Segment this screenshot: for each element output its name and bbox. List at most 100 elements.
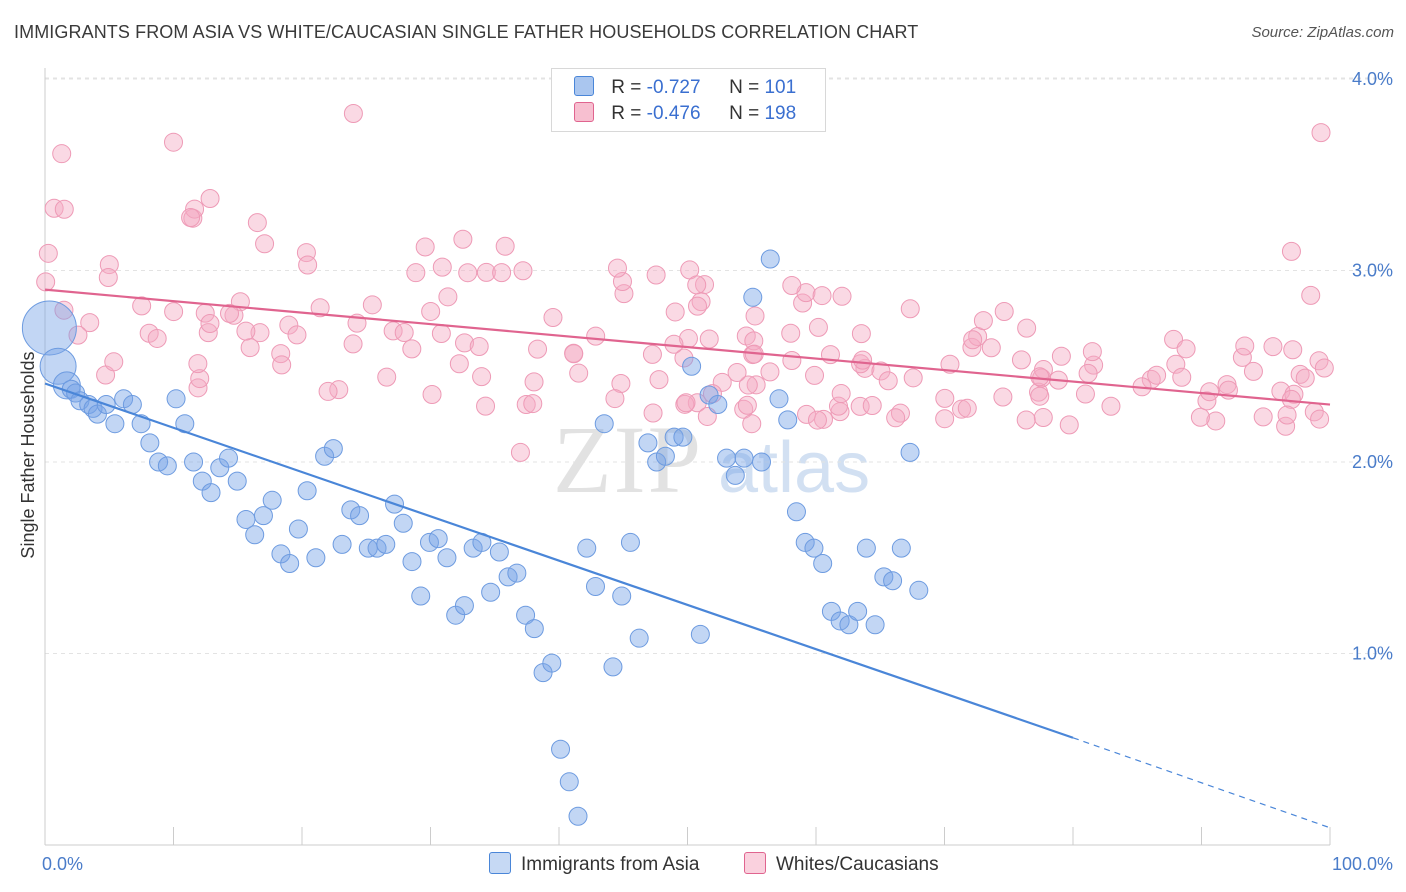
whites-point [1011, 350, 1031, 370]
whites-point [851, 324, 871, 344]
whites-point [1082, 342, 1102, 362]
whites-point [402, 339, 422, 359]
whites-point [1075, 384, 1095, 404]
whites-point [279, 315, 299, 335]
x-tick-label: 0.0% [42, 854, 83, 874]
whites-point [247, 213, 267, 233]
y-tick-label: 1.0% [1352, 644, 1393, 664]
whites-point [164, 132, 183, 152]
whites-point [394, 322, 414, 342]
whites-point [605, 389, 625, 409]
asia-point [577, 538, 597, 558]
whites-point [687, 275, 707, 295]
whites-point [831, 384, 851, 404]
asia-point [481, 582, 501, 602]
whites-point [738, 375, 758, 395]
whites-point [200, 189, 220, 209]
asia-point [682, 356, 702, 376]
whites-point [1284, 384, 1304, 404]
asia-point [717, 448, 737, 468]
legend-n-label: N = [729, 103, 765, 124]
whites-point [1147, 365, 1167, 385]
whites-point [760, 362, 780, 382]
whites-point [255, 234, 275, 254]
watermark-atlas: atlas [718, 428, 870, 508]
whites-point [543, 307, 563, 327]
whites-point [449, 354, 469, 374]
asia-trend-extension [1072, 737, 1331, 829]
asia-point [542, 653, 562, 673]
asia-point [262, 490, 282, 510]
whites-point [1263, 337, 1283, 357]
asia-points [21, 249, 929, 826]
whites-point [569, 363, 589, 383]
asia-point [184, 452, 204, 472]
whites-point [745, 306, 765, 326]
whites-point [1235, 336, 1255, 356]
asia-point [489, 542, 509, 562]
whites-point [962, 337, 982, 357]
whites-point [421, 301, 441, 321]
whites-point [1017, 318, 1037, 338]
whites-point [886, 408, 906, 428]
bottom-legend-asia: Immigrants from Asia [489, 852, 699, 876]
bottom-legend-whites: Whites/Caucasians [744, 852, 939, 876]
asia-point [629, 628, 649, 648]
whites-point [586, 326, 606, 346]
asia-point [245, 525, 265, 545]
asia-point [883, 571, 903, 591]
asia-point [437, 548, 457, 568]
whites-point [871, 361, 891, 381]
whites-point [476, 262, 496, 282]
y-axis-title: Single Father Households [18, 351, 38, 558]
whites-point [455, 333, 475, 353]
asia-point [166, 389, 186, 409]
y-tick-label: 4.0% [1352, 69, 1393, 89]
whites-point [415, 237, 435, 257]
asia-point [39, 347, 77, 385]
whites-point [377, 367, 397, 387]
asia-point [21, 300, 77, 356]
whites-point [614, 284, 634, 304]
asia-point [594, 414, 614, 434]
asia-point [306, 548, 326, 568]
whites-point [564, 344, 584, 364]
asia-point [891, 538, 911, 558]
whites-point [808, 317, 828, 337]
whites-point [742, 414, 762, 434]
asia-point [900, 442, 920, 462]
whites-point [697, 406, 717, 426]
whites-point [744, 331, 764, 351]
whites-point [675, 394, 695, 414]
whites-point [994, 302, 1014, 322]
whites-point [343, 103, 363, 123]
asia-point [786, 502, 806, 522]
asia-point [769, 389, 789, 409]
legend: R = -0.727 N = 101 R = -0.476 N = 198 [551, 68, 826, 132]
whites-point [181, 207, 201, 227]
legend-n-value: 101 [764, 77, 797, 98]
bottom-legend-label-whites: Whites/Caucasians [776, 854, 939, 875]
whites-point [1101, 396, 1121, 416]
whites-point [54, 199, 74, 219]
whites-point [1172, 367, 1192, 387]
whites-trend-line [44, 288, 1331, 406]
whites-point [1176, 339, 1196, 359]
whites-point [674, 348, 694, 368]
asia-point [297, 481, 317, 501]
asia-point [603, 657, 623, 677]
whites-point [862, 396, 882, 416]
whites-point [1206, 411, 1226, 431]
asia-point [568, 806, 588, 826]
whites-point [1078, 363, 1098, 383]
whites-point [940, 354, 960, 374]
whites-point [272, 355, 292, 375]
whites-point [52, 144, 72, 164]
bottom-legend-label-asia: Immigrants from Asia [521, 854, 700, 875]
asia-point [280, 553, 300, 573]
whites-point [476, 396, 496, 416]
asia-point [865, 615, 885, 635]
x-tick-label: 100.0% [1332, 854, 1393, 874]
whites-point [935, 409, 955, 429]
asia-point [323, 439, 343, 459]
